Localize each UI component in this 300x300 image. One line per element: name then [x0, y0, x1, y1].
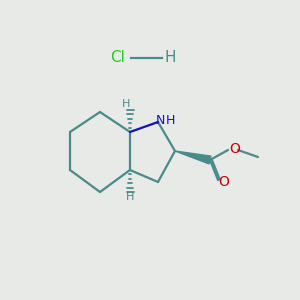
- Text: O: O: [219, 175, 230, 189]
- Text: H: H: [122, 99, 130, 109]
- Text: Cl: Cl: [111, 50, 125, 65]
- Text: H: H: [165, 113, 175, 127]
- Polygon shape: [175, 151, 211, 164]
- Text: H: H: [126, 192, 134, 202]
- Text: O: O: [230, 142, 240, 156]
- Text: N: N: [155, 113, 165, 127]
- Text: H: H: [164, 50, 176, 65]
